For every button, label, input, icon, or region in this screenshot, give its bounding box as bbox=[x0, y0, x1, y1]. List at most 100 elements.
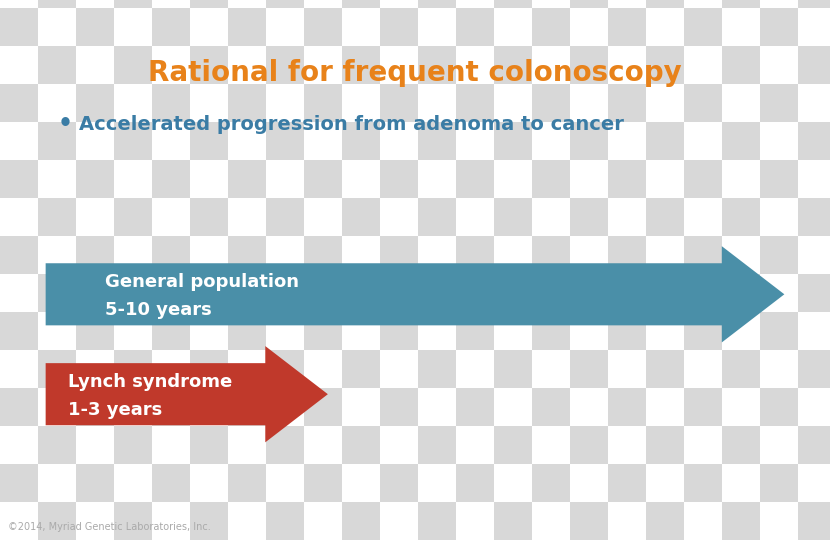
Bar bbox=[266, 46, 304, 84]
Bar bbox=[0, 274, 38, 312]
Bar bbox=[684, 274, 722, 312]
Bar bbox=[570, 274, 608, 312]
Bar bbox=[266, 0, 304, 8]
Bar bbox=[304, 426, 342, 464]
Bar bbox=[342, 198, 380, 236]
Bar bbox=[760, 464, 798, 502]
Bar bbox=[266, 198, 304, 236]
Bar bbox=[76, 312, 114, 350]
Bar bbox=[570, 312, 608, 350]
Bar bbox=[608, 122, 646, 160]
Bar bbox=[228, 0, 266, 8]
Bar bbox=[418, 464, 456, 502]
Bar bbox=[570, 198, 608, 236]
Bar bbox=[152, 502, 190, 540]
Bar bbox=[532, 388, 570, 426]
Bar bbox=[532, 236, 570, 274]
Bar bbox=[152, 160, 190, 198]
Bar bbox=[608, 198, 646, 236]
Bar bbox=[570, 0, 608, 8]
Bar bbox=[114, 426, 152, 464]
Bar bbox=[532, 84, 570, 122]
Bar bbox=[228, 502, 266, 540]
Bar bbox=[190, 198, 228, 236]
Bar bbox=[722, 502, 760, 540]
Bar bbox=[76, 122, 114, 160]
Bar bbox=[152, 84, 190, 122]
Bar bbox=[342, 122, 380, 160]
Bar bbox=[114, 274, 152, 312]
Bar bbox=[760, 46, 798, 84]
Bar bbox=[0, 426, 38, 464]
Bar bbox=[304, 0, 342, 8]
Bar bbox=[456, 84, 494, 122]
Bar bbox=[494, 388, 532, 426]
Bar bbox=[0, 312, 38, 350]
Bar bbox=[228, 464, 266, 502]
Bar bbox=[190, 502, 228, 540]
Text: ©2014, Myriad Genetic Laboratories, Inc.: ©2014, Myriad Genetic Laboratories, Inc. bbox=[8, 522, 211, 531]
Bar bbox=[380, 46, 418, 84]
Bar bbox=[722, 312, 760, 350]
Bar bbox=[152, 350, 190, 388]
Bar bbox=[76, 502, 114, 540]
Bar bbox=[380, 122, 418, 160]
Text: Rational for frequent colonoscopy: Rational for frequent colonoscopy bbox=[148, 59, 682, 87]
Bar bbox=[722, 236, 760, 274]
Bar bbox=[684, 236, 722, 274]
Bar bbox=[494, 312, 532, 350]
Bar bbox=[608, 350, 646, 388]
Bar bbox=[684, 388, 722, 426]
Bar bbox=[380, 312, 418, 350]
Bar bbox=[114, 388, 152, 426]
Bar bbox=[190, 46, 228, 84]
Bar bbox=[722, 464, 760, 502]
Bar bbox=[0, 8, 38, 46]
Bar bbox=[760, 350, 798, 388]
Bar bbox=[304, 502, 342, 540]
Bar bbox=[114, 160, 152, 198]
Bar bbox=[304, 122, 342, 160]
Bar bbox=[266, 312, 304, 350]
Bar bbox=[190, 236, 228, 274]
Bar bbox=[456, 198, 494, 236]
Bar bbox=[494, 274, 532, 312]
Polygon shape bbox=[46, 346, 328, 442]
Bar bbox=[152, 8, 190, 46]
Bar bbox=[190, 426, 228, 464]
Bar bbox=[342, 236, 380, 274]
Bar bbox=[380, 502, 418, 540]
Bar bbox=[304, 274, 342, 312]
Bar bbox=[380, 160, 418, 198]
Bar bbox=[76, 426, 114, 464]
Bar bbox=[608, 160, 646, 198]
Bar bbox=[646, 350, 684, 388]
Bar bbox=[0, 464, 38, 502]
Bar bbox=[570, 502, 608, 540]
Bar bbox=[646, 502, 684, 540]
Bar bbox=[380, 84, 418, 122]
Bar bbox=[646, 388, 684, 426]
Bar bbox=[342, 8, 380, 46]
Bar bbox=[38, 8, 76, 46]
Bar bbox=[684, 160, 722, 198]
Bar bbox=[646, 236, 684, 274]
Bar bbox=[152, 274, 190, 312]
Bar bbox=[760, 312, 798, 350]
Text: Accelerated progression from adenoma to cancer: Accelerated progression from adenoma to … bbox=[79, 114, 623, 134]
Bar bbox=[266, 350, 304, 388]
Bar bbox=[456, 464, 494, 502]
Bar bbox=[38, 236, 76, 274]
Bar bbox=[342, 46, 380, 84]
Bar bbox=[304, 312, 342, 350]
Bar bbox=[608, 426, 646, 464]
Bar bbox=[646, 426, 684, 464]
Bar bbox=[722, 46, 760, 84]
Bar bbox=[722, 8, 760, 46]
Bar bbox=[380, 274, 418, 312]
Bar bbox=[798, 46, 830, 84]
Bar bbox=[152, 312, 190, 350]
Bar bbox=[418, 274, 456, 312]
Bar bbox=[684, 84, 722, 122]
Bar bbox=[494, 198, 532, 236]
